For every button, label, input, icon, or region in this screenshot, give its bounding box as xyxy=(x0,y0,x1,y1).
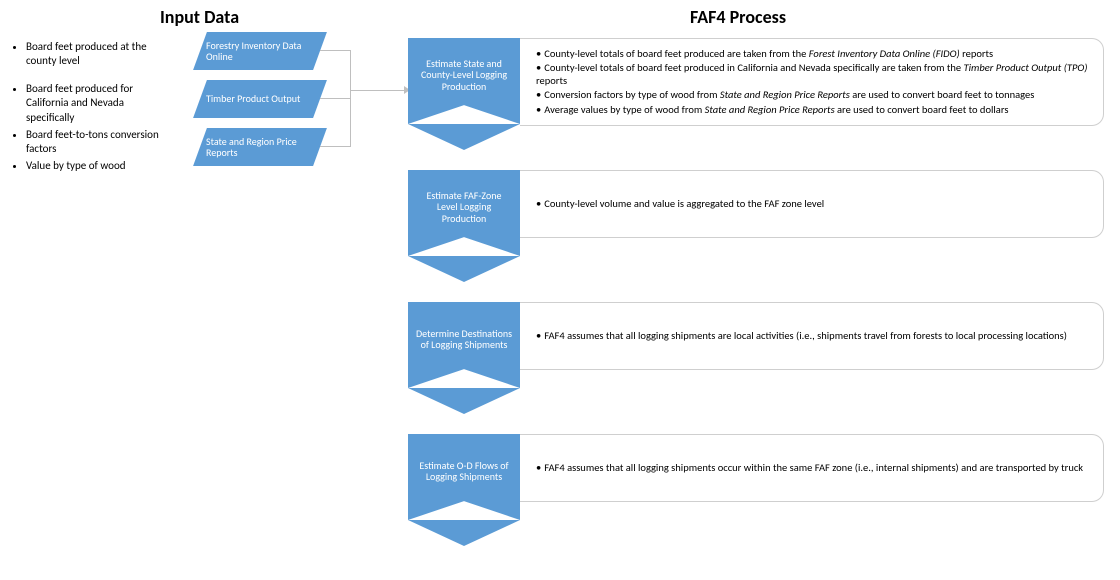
input-data-heading: Input Data xyxy=(160,6,239,28)
step-description: County-level totals of board feet produc… xyxy=(520,38,1104,126)
process-step-4: Estimate O-D Flows of Logging Shipments … xyxy=(408,434,1108,546)
source-price-reports: State and Region Price Reports xyxy=(193,128,327,166)
process-step-3: Determine Destinations of Logging Shipme… xyxy=(408,302,1108,414)
chevron-point-icon xyxy=(408,388,520,414)
input-bullets-1: Board feet produced at the county level xyxy=(12,40,172,71)
chevron-point-icon xyxy=(408,124,520,150)
input-bullets-3: Board feet-to-tons conversion factors Va… xyxy=(12,128,172,175)
connector-line xyxy=(320,98,350,99)
step-title: Estimate State and County-Level Logging … xyxy=(416,58,512,93)
chevron-shape: Estimate FAF-Zone Level Logging Producti… xyxy=(408,170,520,282)
connector-arrow-line xyxy=(350,90,408,91)
bullet-text: Value by type of wood xyxy=(26,159,172,173)
source-fido: Forestry Inventory Data Online xyxy=(193,32,327,70)
step-description: FAF4 assumes that all logging shipments … xyxy=(520,302,1104,370)
chevron-point-icon xyxy=(408,520,520,546)
source-label: State and Region Price Reports xyxy=(200,128,320,166)
chevron-point-icon xyxy=(408,256,520,282)
bullet-text: Board feet produced at the county level xyxy=(26,40,172,69)
process-step-1: Estimate State and County-Level Logging … xyxy=(408,38,1108,150)
chevron-shape: Estimate State and County-Level Logging … xyxy=(408,38,520,150)
connector-line xyxy=(320,146,350,147)
connector-line xyxy=(320,50,350,51)
bullet-text: Board feet produced for California and N… xyxy=(26,82,172,125)
step-description: FAF4 assumes that all logging shipments … xyxy=(520,434,1104,502)
input-bullets-2: Board feet produced for California and N… xyxy=(12,82,172,127)
step-title: Determine Destinations of Logging Shipme… xyxy=(416,328,512,351)
step-title: Estimate O-D Flows of Logging Shipments xyxy=(416,460,512,483)
chevron-shape: Determine Destinations of Logging Shipme… xyxy=(408,302,520,414)
step-description: County-level volume and value is aggrega… xyxy=(520,170,1104,238)
source-label: Forestry Inventory Data Online xyxy=(200,32,320,70)
bullet-text: Board feet-to-tons conversion factors xyxy=(26,128,172,157)
connector-bus xyxy=(350,50,351,147)
chevron-shape: Estimate O-D Flows of Logging Shipments xyxy=(408,434,520,546)
step-title: Estimate FAF-Zone Level Logging Producti… xyxy=(416,190,512,225)
source-tpo: Timber Product Output xyxy=(193,80,327,118)
source-label: Timber Product Output xyxy=(200,80,320,118)
faf4-process-heading: FAF4 Process xyxy=(690,6,786,28)
process-step-2: Estimate FAF-Zone Level Logging Producti… xyxy=(408,170,1108,282)
